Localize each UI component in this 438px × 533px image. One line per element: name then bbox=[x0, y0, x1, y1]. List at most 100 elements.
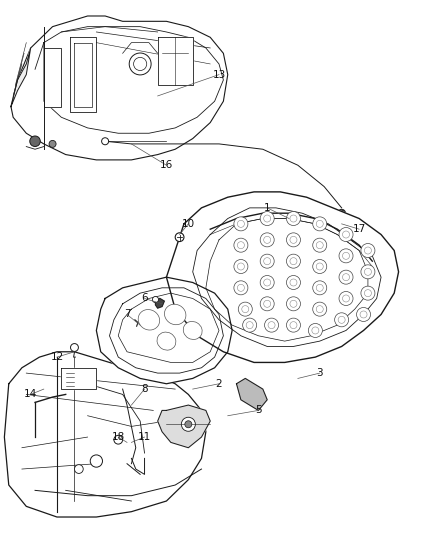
Circle shape bbox=[242, 305, 249, 313]
Polygon shape bbox=[11, 48, 31, 107]
Circle shape bbox=[234, 281, 248, 295]
Circle shape bbox=[361, 244, 375, 257]
Text: 11: 11 bbox=[138, 432, 151, 442]
Circle shape bbox=[90, 455, 102, 467]
Text: 6: 6 bbox=[141, 294, 148, 303]
Text: 14: 14 bbox=[24, 390, 37, 399]
Polygon shape bbox=[70, 37, 96, 112]
Circle shape bbox=[129, 53, 151, 75]
Circle shape bbox=[237, 220, 244, 228]
Circle shape bbox=[339, 292, 353, 305]
Ellipse shape bbox=[183, 321, 202, 340]
Circle shape bbox=[313, 238, 327, 252]
Circle shape bbox=[335, 313, 349, 327]
Circle shape bbox=[74, 465, 83, 473]
Circle shape bbox=[49, 140, 56, 148]
Ellipse shape bbox=[157, 332, 176, 350]
Circle shape bbox=[343, 273, 350, 281]
Circle shape bbox=[175, 233, 184, 241]
Circle shape bbox=[264, 257, 271, 265]
Circle shape bbox=[264, 300, 271, 308]
Circle shape bbox=[290, 215, 297, 222]
Circle shape bbox=[313, 302, 327, 316]
Circle shape bbox=[290, 321, 297, 329]
Ellipse shape bbox=[138, 310, 159, 330]
Circle shape bbox=[246, 321, 253, 329]
Circle shape bbox=[364, 289, 371, 297]
Circle shape bbox=[260, 297, 274, 311]
Circle shape bbox=[243, 318, 257, 332]
Ellipse shape bbox=[165, 304, 186, 325]
Polygon shape bbox=[237, 378, 267, 410]
Text: 16: 16 bbox=[160, 160, 173, 170]
Circle shape bbox=[343, 252, 350, 260]
Circle shape bbox=[338, 316, 345, 324]
Circle shape bbox=[114, 435, 123, 444]
Circle shape bbox=[343, 295, 350, 302]
Text: 17: 17 bbox=[353, 224, 366, 234]
Circle shape bbox=[290, 300, 297, 308]
Circle shape bbox=[290, 279, 297, 286]
Circle shape bbox=[234, 217, 248, 231]
Circle shape bbox=[361, 286, 375, 300]
Circle shape bbox=[286, 212, 300, 225]
Circle shape bbox=[152, 296, 159, 303]
Circle shape bbox=[343, 231, 350, 238]
Circle shape bbox=[338, 209, 346, 217]
Circle shape bbox=[264, 215, 271, 222]
Circle shape bbox=[264, 236, 271, 244]
Circle shape bbox=[265, 318, 279, 332]
Circle shape bbox=[260, 276, 274, 289]
Circle shape bbox=[181, 417, 195, 431]
Circle shape bbox=[360, 311, 367, 318]
Polygon shape bbox=[96, 277, 232, 384]
Text: 2: 2 bbox=[215, 379, 223, 389]
Polygon shape bbox=[61, 368, 96, 389]
Circle shape bbox=[237, 284, 244, 292]
Circle shape bbox=[312, 327, 319, 334]
Circle shape bbox=[260, 254, 274, 268]
Circle shape bbox=[364, 247, 371, 254]
Text: 18: 18 bbox=[112, 432, 125, 442]
Circle shape bbox=[316, 241, 323, 249]
Circle shape bbox=[237, 241, 244, 249]
Polygon shape bbox=[44, 48, 61, 107]
Circle shape bbox=[286, 297, 300, 311]
Circle shape bbox=[134, 58, 147, 70]
Polygon shape bbox=[158, 405, 210, 448]
Polygon shape bbox=[155, 298, 164, 308]
Circle shape bbox=[71, 344, 78, 351]
Circle shape bbox=[268, 321, 275, 329]
Text: 7: 7 bbox=[124, 310, 131, 319]
Circle shape bbox=[286, 254, 300, 268]
Circle shape bbox=[264, 279, 271, 286]
Circle shape bbox=[316, 305, 323, 313]
Circle shape bbox=[339, 270, 353, 284]
Polygon shape bbox=[158, 37, 193, 85]
Text: 12: 12 bbox=[50, 352, 64, 362]
Polygon shape bbox=[166, 192, 399, 362]
Circle shape bbox=[361, 265, 375, 279]
Circle shape bbox=[316, 220, 323, 228]
Circle shape bbox=[234, 260, 248, 273]
Circle shape bbox=[286, 276, 300, 289]
Circle shape bbox=[357, 308, 371, 321]
Text: 10: 10 bbox=[182, 219, 195, 229]
Polygon shape bbox=[4, 352, 206, 517]
Circle shape bbox=[260, 212, 274, 225]
Circle shape bbox=[234, 238, 248, 252]
Circle shape bbox=[290, 257, 297, 265]
Circle shape bbox=[238, 302, 252, 316]
Circle shape bbox=[316, 284, 323, 292]
Polygon shape bbox=[11, 16, 228, 160]
Text: 3: 3 bbox=[316, 368, 323, 378]
Circle shape bbox=[102, 138, 109, 145]
Circle shape bbox=[365, 263, 371, 270]
Circle shape bbox=[286, 318, 300, 332]
Circle shape bbox=[30, 136, 40, 147]
Circle shape bbox=[313, 217, 327, 231]
Text: 8: 8 bbox=[141, 384, 148, 394]
Circle shape bbox=[308, 324, 322, 337]
Text: 5: 5 bbox=[255, 406, 262, 415]
Circle shape bbox=[185, 421, 192, 428]
